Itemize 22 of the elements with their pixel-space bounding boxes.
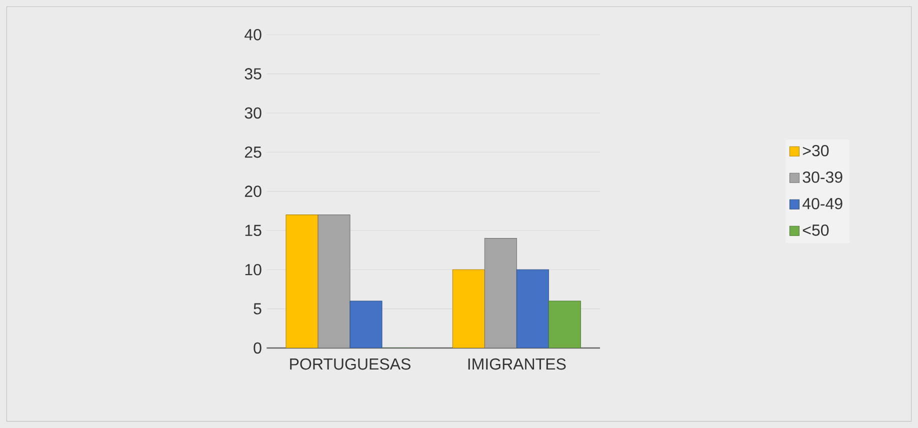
legend-label: <50 [802,224,829,236]
bar [484,238,517,348]
x-tick-label: IMIGRANTES [468,358,566,370]
x-tick-label: PORTUGUESAS [290,358,410,370]
legend-label: 30-39 [802,171,842,183]
y-tick-label: 0 [254,342,262,354]
y-tick-label: 35 [244,68,262,80]
y-tick-label: 5 [254,303,262,314]
bar [318,214,350,348]
y-tick-label: 20 [244,186,262,197]
bar [286,214,318,348]
bar [452,269,485,348]
y-tick-label: 10 [245,264,262,276]
y-tick-label: 15 [245,224,262,236]
bar [516,269,549,348]
bar [548,300,581,348]
y-tick-label: 30 [244,107,262,119]
y-tick-label: 25 [244,146,262,158]
legend-label: 40-49 [802,198,842,210]
y-tick-label: 40 [244,29,262,40]
legend-label: >30 [802,144,829,156]
bar [350,300,382,348]
